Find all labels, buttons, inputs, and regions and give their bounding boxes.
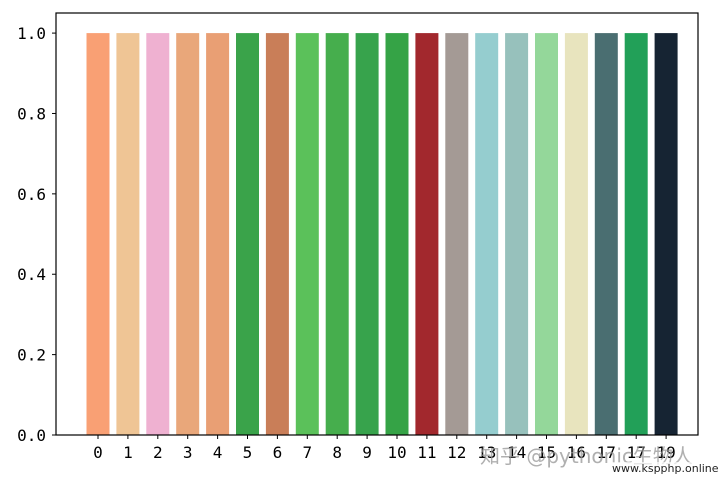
bar-4 <box>206 33 230 435</box>
bar-2 <box>146 33 170 435</box>
bar-15 <box>535 33 558 435</box>
y-axis: 0.0 0.2 0.4 0.6 0.8 1.0 <box>17 24 56 445</box>
x-tick-label: 19 <box>656 443 675 462</box>
x-tick-label: 1 <box>123 443 133 462</box>
x-axis: 0 1 2 3 4 5 6 7 8 9 10 11 12 13 14 15 16 17 17 19 <box>93 435 676 462</box>
x-tick-label: 17 <box>597 443 616 462</box>
watermark-site: www.kspphp.online <box>612 462 719 475</box>
x-tick-label: 0 <box>93 443 103 462</box>
x-tick-label: 3 <box>183 443 193 462</box>
y-tick-label: 0.8 <box>17 104 46 123</box>
x-tick-label: 14 <box>507 443 526 462</box>
bar-8 <box>325 33 349 435</box>
bars-group <box>86 33 678 435</box>
x-tick-label: 5 <box>243 443 253 462</box>
bar-12 <box>445 33 469 435</box>
x-tick-label: 4 <box>213 443 223 462</box>
bar-9 <box>355 33 379 435</box>
x-tick-label: 10 <box>387 443 406 462</box>
x-tick-label: 16 <box>567 443 586 462</box>
x-tick-label: 17 <box>627 443 646 462</box>
x-tick-label: 12 <box>447 443 466 462</box>
bar-16 <box>564 33 588 435</box>
x-tick-label: 6 <box>273 443 283 462</box>
plot-frame <box>55 12 699 436</box>
x-tick-label: 15 <box>537 443 556 462</box>
x-tick-label: 11 <box>417 443 436 462</box>
bar-7 <box>295 33 319 435</box>
bar-17 <box>594 33 618 435</box>
bar-14 <box>505 33 529 435</box>
bar-0 <box>86 33 110 435</box>
x-tick-label: 7 <box>302 443 312 462</box>
y-tick-label: 1.0 <box>17 24 46 43</box>
bar-11 <box>415 33 439 435</box>
bar-18 <box>624 33 648 435</box>
bar-5 <box>236 33 259 435</box>
y-tick-label: 0.2 <box>17 346 46 365</box>
bar-1 <box>116 33 140 435</box>
x-tick-label: 8 <box>332 443 342 462</box>
bar-6 <box>265 33 289 435</box>
y-tick-label: 0.0 <box>17 426 46 445</box>
y-tick-label: 0.4 <box>17 265 46 284</box>
x-tick-label: 13 <box>477 443 496 462</box>
x-tick-label: 2 <box>153 443 163 462</box>
bar-3 <box>176 33 200 435</box>
bar-19 <box>654 33 678 435</box>
y-tick-label: 0.6 <box>17 185 46 204</box>
bar-13 <box>475 33 499 435</box>
bar-10 <box>385 33 409 435</box>
x-tick-label: 9 <box>362 443 372 462</box>
